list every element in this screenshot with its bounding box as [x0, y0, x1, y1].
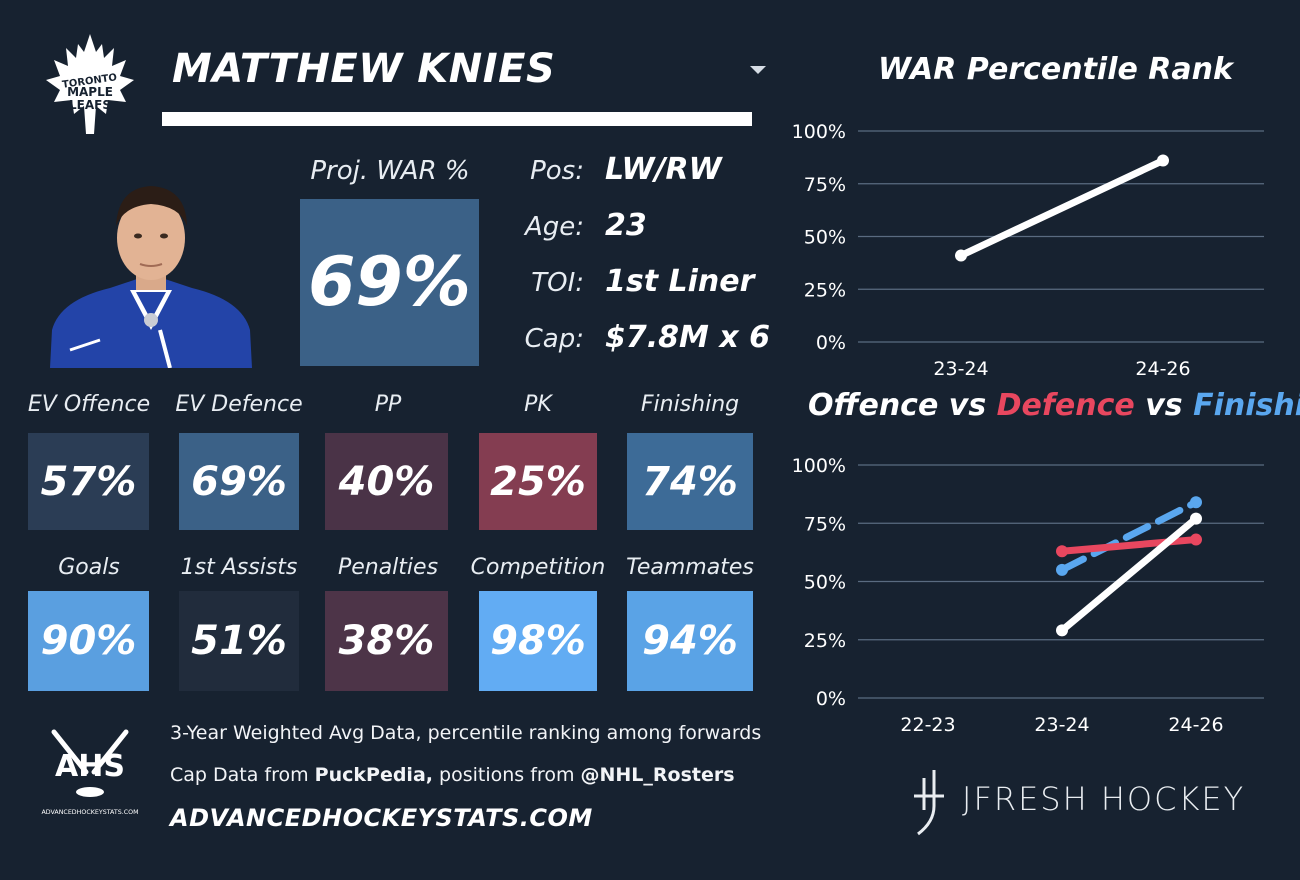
metric-box-ev-offence: 57% [28, 433, 149, 530]
hockey-stick-icon [51, 729, 89, 775]
metric-label-ev-defence: EV Defence [175, 392, 303, 417]
chart2-ytick: 0% [816, 688, 846, 710]
chart2-series-defence-point [1190, 533, 1202, 546]
metric-label-ev-offence: EV Offence [27, 392, 151, 417]
metric-box-pp: 40% [325, 433, 448, 530]
ahs-logo: AHS ADVANCEDHOCKEYSTATS.COM [41, 729, 139, 816]
chart2-series-finishing-point [1190, 496, 1202, 509]
team-logo-text-2: MAPLE [67, 85, 113, 99]
offence-defence-finishing-chart: 0% 25% 50% 75% 100% 22-23 23-24 24-26 [792, 455, 1264, 736]
info-cap-key: Cap: [524, 324, 584, 354]
chart1-ytick: 100% [792, 121, 846, 143]
metric-box-goals: 90% [28, 591, 149, 691]
footer-url-link[interactable]: ADVANCEDHOCKEYSTATS.COM [170, 804, 593, 832]
chart2-ytick: 75% [804, 513, 846, 535]
chart1-ytick: 0% [816, 332, 846, 354]
chart2-title-vs1: vs [938, 388, 997, 423]
chart2-title-defence: Defence [996, 388, 1135, 423]
player-name: MATTHEW KNIES [172, 46, 556, 92]
metric-label-pk: PK [524, 392, 552, 417]
ahs-logo-subtext: ADVANCEDHOCKEYSTATS.COM [41, 809, 138, 816]
info-cap-value: $7.8M x 6 [605, 320, 770, 355]
metric-label-teammates: Teammates [626, 555, 754, 580]
team-logo: TORONTO MAPLE LEAFS [46, 34, 134, 134]
chart1-series-war-point [1157, 154, 1169, 167]
metric-box-teammates: 94% [627, 591, 753, 691]
chart2-series-offence-line [1058, 515, 1200, 634]
player-headshot [50, 186, 252, 368]
chart2-series-defence-line [1058, 536, 1200, 555]
jfresh-brand: JFRESH HOCKEY [962, 780, 1246, 818]
chart2-title-finishing: Finishing [1193, 388, 1300, 423]
info-pos-key: Pos: [530, 156, 584, 186]
chart1-xtick: 24-26 [1135, 358, 1190, 380]
footer-note-line2: Cap Data from PuckPedia, positions from … [170, 764, 735, 786]
puck-icon [76, 787, 104, 797]
metric-box-ev-defence: 69% [179, 433, 299, 530]
chart1-series-war-point [955, 249, 967, 262]
footer-line2-mid: positions from [433, 764, 581, 786]
chart1-title: WAR Percentile Rank [878, 52, 1233, 87]
chart2-series-defence-point [1056, 545, 1068, 558]
ahs-logo-text: AHS [55, 749, 125, 784]
chart2-title-vs2: vs [1134, 388, 1194, 423]
metric-label-1st-assists: 1st Assists [180, 555, 298, 580]
footer-line2-prefix: Cap Data from [170, 764, 315, 786]
chart1-xtick: 23-24 [933, 358, 988, 380]
chart2-series-finishing-line [1058, 498, 1200, 574]
metric-box-penalties: 38% [325, 591, 448, 691]
chevron-down-icon[interactable] [750, 66, 766, 74]
chart2-xtick: 23-24 [1034, 714, 1089, 736]
proj-war-label: Proj. WAR % [310, 156, 470, 186]
jfresh-logo-icon [914, 770, 944, 836]
maple-leaf-icon [46, 34, 134, 134]
metric-label-pp: PP [374, 392, 402, 417]
chart2-ytick: 50% [804, 572, 846, 594]
info-toi-value: 1st Liner [605, 264, 755, 299]
chart2-title: Offence vs Defence vs Finishing [808, 388, 1300, 423]
chart2-ytick: 100% [792, 455, 846, 477]
metric-label-competition: Competition [470, 555, 606, 580]
chart2-series-offence-point [1190, 512, 1202, 525]
metric-label-goals: Goals [58, 555, 120, 580]
metric-label-finishing: Finishing [640, 392, 740, 417]
metric-box-competition: 98% [479, 591, 597, 691]
chart2-series-finishing-point [1056, 563, 1068, 576]
hockey-stick-icon-2 [91, 729, 129, 775]
info-pos-value: LW/RW [605, 152, 722, 187]
chart1-series-war-line [957, 157, 1167, 259]
chart2-ytick: 25% [804, 630, 846, 652]
war-percentile-chart: 0% 25% 50% 75% 100% 23-24 24-26 [792, 121, 1264, 380]
proj-war-value: 69% [300, 199, 479, 366]
info-age-value: 23 [605, 208, 647, 243]
footer-puckpedia-link[interactable]: PuckPedia, [314, 764, 433, 786]
chart2-xtick: 24-26 [1168, 714, 1223, 736]
chart1-ytick: 75% [804, 174, 846, 196]
metric-box-finishing: 74% [627, 433, 753, 530]
chart2-xtick: 22-23 [900, 714, 955, 736]
chart1-ytick: 25% [804, 279, 846, 301]
team-logo-text-3: LEAFS [69, 98, 111, 112]
chart1-ytick: 50% [804, 227, 846, 249]
name-underline [162, 112, 752, 126]
metric-label-penalties: Penalties [337, 555, 439, 580]
info-toi-key: TOI: [531, 268, 584, 298]
footer-note-line1: 3-Year Weighted Avg Data, percentile ran… [170, 722, 762, 744]
chart2-title-offence: Offence [808, 388, 939, 423]
info-age-key: Age: [524, 212, 584, 242]
metric-box-pk: 25% [479, 433, 597, 530]
footer-nhl-rosters-link[interactable]: @NHL_Rosters [580, 764, 735, 786]
chart2-series-offence-point [1056, 624, 1068, 637]
metric-box-1st-assists: 51% [179, 591, 299, 691]
